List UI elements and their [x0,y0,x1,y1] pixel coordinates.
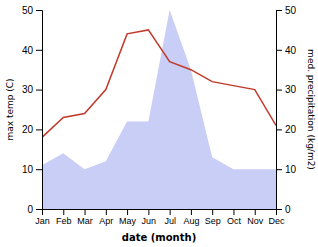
tick-label: 50 [22,5,34,16]
tick: Feb [56,209,72,226]
tick-mark [233,209,234,215]
tick-mark [276,90,282,91]
tick-mark [36,169,42,170]
tick-mark [36,90,42,91]
tick: 20 [276,124,297,135]
x-axis: Jan Feb Mar Apr May Jun Jul Aug Sep Oct Nov Dec [35,209,285,226]
tick: Sep [205,209,221,226]
tick-label: Aug [183,216,199,226]
tick-mark [106,209,107,215]
tick-mark [212,209,213,215]
tick-label: Apr [99,216,113,226]
tick-label: 40 [285,45,297,56]
tick-label: 40 [22,45,34,56]
tick: Jul [164,209,176,226]
tick-label: 20 [22,124,34,135]
tick-label: 10 [285,164,297,175]
plot: JanFebMarAprMayJunJulAugSepOctNovDec0102… [22,5,297,227]
tick: Apr [99,209,113,226]
area [42,10,276,209]
y2-axis: 0 10 20 30 40 50 [276,5,297,215]
tick-mark [127,209,128,215]
tick: 20 [22,124,42,135]
tick-label: Dec [268,216,285,226]
tick: 10 [276,164,297,175]
tick-label: Jul [164,216,176,226]
tick: Jan [35,209,50,226]
tick-label: 10 [22,164,34,175]
line [42,30,276,137]
tick-label: 30 [22,84,34,95]
tick-mark [191,209,192,215]
tick: 50 [22,5,42,16]
tick: Dec [268,209,285,226]
tick: 50 [276,5,297,16]
y-axis-title: max temp (C) [5,78,15,140]
x-axis-title: date (month) [122,232,196,243]
tick-label: 20 [285,124,297,135]
chart: JanFebMarAprMayJunJulAugSepOctNovDec0102… [0,0,318,247]
tick-mark [276,50,282,51]
tick-mark [276,209,282,210]
tick: Aug [183,209,199,226]
tick-label: Sep [205,216,221,226]
tick-label: 0 [27,204,33,215]
tick-label: Mar [77,216,93,226]
tick-mark [276,129,282,130]
tick-mark [255,209,256,215]
tick: Mar [77,209,93,226]
tick-label: Nov [247,216,264,226]
tick-label: 50 [285,5,297,16]
tick-mark [170,209,171,215]
tick-label: 30 [285,84,297,95]
tick-mark [276,10,282,11]
axis-line [43,210,277,216]
tick: 10 [22,164,42,175]
tick-label: May [119,216,137,226]
tick: May [119,209,137,226]
tick-mark [36,50,42,51]
tick: 30 [276,84,297,95]
tick: Oct [227,209,242,226]
axis-line [277,11,283,210]
tick: 40 [276,45,297,56]
tick-label: Oct [227,216,242,226]
tick: 0 [276,204,291,215]
y-axis: 0 10 20 30 40 50 [22,5,43,215]
tick-mark [63,209,64,215]
tick-mark [36,129,42,130]
tick: 40 [22,45,42,56]
y2-axis-title: med. precipitation (kg/m2) [306,49,316,170]
tick: 30 [22,84,42,95]
tick-mark [276,169,282,170]
tick-label: Jun [142,216,157,226]
marks [42,10,276,209]
tick-label: Feb [56,216,72,226]
tick-mark [36,209,42,210]
tick-label: 0 [285,204,291,215]
tick: Jun [142,209,157,226]
tick: Nov [247,209,264,226]
axis-line [36,11,43,210]
tick-label: Jan [35,216,50,226]
tick: 0 [27,204,42,215]
tick-mark [85,209,86,215]
tick-mark [36,10,42,11]
tick-mark [148,209,149,215]
